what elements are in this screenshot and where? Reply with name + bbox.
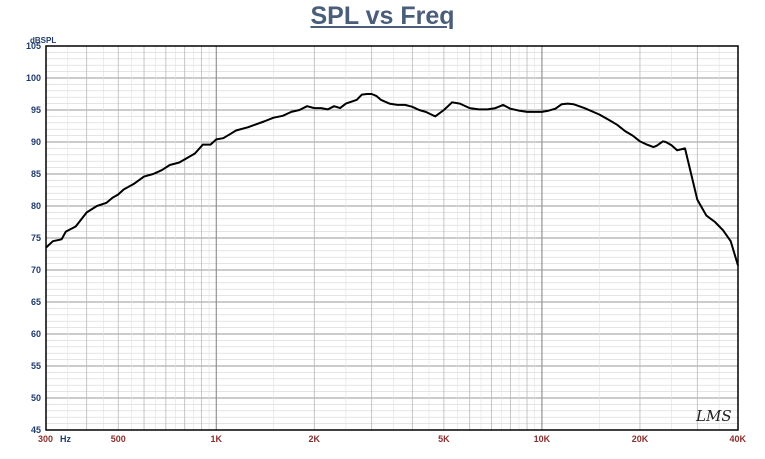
spl-curve [45,93,739,266]
y-tick-label: 90 [31,137,41,147]
x-tick-label: 10K [534,434,551,444]
y-tick-label: 100 [26,73,41,83]
y-tick-label: 70 [31,265,41,275]
y-tick-label: 95 [31,105,41,115]
plot-frame [45,45,739,431]
x-axis-unit: Hz [60,434,71,444]
x-tick-label: 1K [211,434,223,444]
y-tick-label: 75 [31,233,41,243]
grid [45,45,739,431]
y-tick-label: 85 [31,169,41,179]
y-tick-label: 80 [31,201,41,211]
y-tick-label: 50 [31,393,41,403]
lms-watermark: LMS [695,407,732,425]
y-tick-label: 60 [31,329,41,339]
x-tick-label: 20K [632,434,649,444]
chart-title: SPL vs Freq [310,2,455,30]
y-tick-label: 65 [31,297,41,307]
x-tick-label: 500 [111,434,126,444]
y-axis: 45 50 55 60 65 70 75 80 85 90 95 100 105 [26,41,41,435]
x-tick-label: 40K [729,434,746,444]
x-tick-label: 300 [38,434,53,444]
y-tick-label: 105 [26,41,41,51]
y-axis-label: dBSPL [30,36,56,45]
y-tick-label: 45 [31,425,41,435]
x-tick-label: 2K [309,434,321,444]
x-axis: 300 500 1K 2K 5K 10K 20K 40K [38,434,746,444]
y-tick-label: 55 [31,361,41,371]
x-tick-label: 5K [438,434,450,444]
